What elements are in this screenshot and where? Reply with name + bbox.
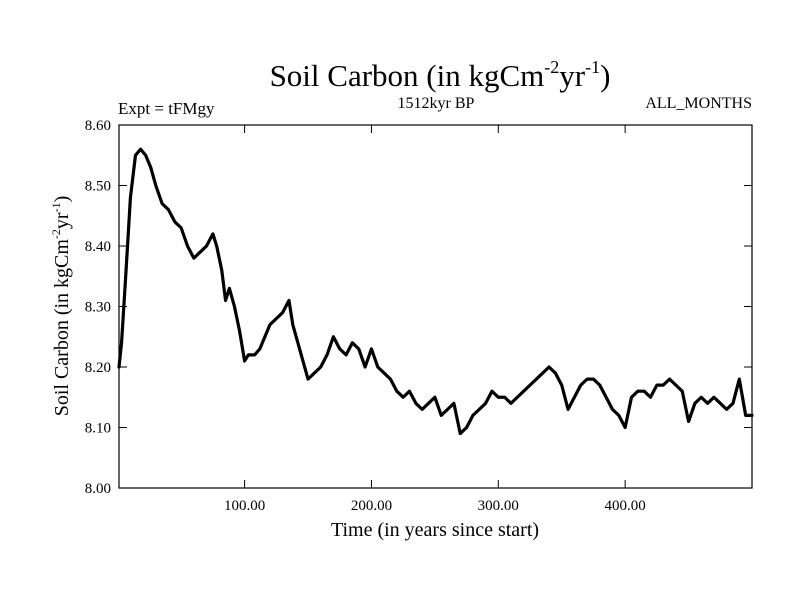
y-label-sup2: -1 bbox=[49, 202, 63, 212]
x-tick-label: 400.00 bbox=[605, 498, 646, 514]
y-tick-label: 8.50 bbox=[85, 179, 111, 195]
x-axis-label: Time (in years since start) bbox=[331, 519, 539, 541]
plot-frame bbox=[119, 125, 752, 488]
subtitle-left: Expt = tFMgy bbox=[118, 99, 215, 118]
y-axis-label: Soil Carbon (in kgCm-2yr-1) bbox=[49, 196, 73, 417]
y-axis-ticks: 8.00 8.10 8.20 8.30 8.40 8.50 8.60 bbox=[85, 118, 752, 497]
chart-container: Soil Carbon (in kgCm-2yr-1) Expt = tFMgy… bbox=[0, 0, 800, 600]
x-tick-label: 100.00 bbox=[224, 498, 265, 514]
y-tick-label: 8.40 bbox=[85, 239, 111, 255]
y-label-end: ) bbox=[51, 196, 73, 203]
y-label-mid: yr bbox=[51, 212, 73, 229]
x-tick-label: 300.00 bbox=[478, 498, 519, 514]
y-tick-label: 8.30 bbox=[85, 300, 111, 316]
soil-carbon-line bbox=[119, 149, 752, 433]
y-label-base: Soil Carbon (in kgCm bbox=[51, 239, 73, 417]
subtitle-right: ALL_MONTHS bbox=[645, 95, 752, 112]
y-tick-label: 8.20 bbox=[85, 360, 111, 376]
chart-title-base: Soil Carbon (in kgCm bbox=[270, 58, 545, 93]
y-tick-label: 8.10 bbox=[85, 421, 111, 437]
chart-title-sup2: -1 bbox=[585, 57, 600, 77]
chart-title-sup1: -2 bbox=[544, 57, 559, 77]
chart-title-mid: yr bbox=[559, 58, 586, 93]
y-tick-label: 8.60 bbox=[85, 118, 111, 134]
y-label-sup1: -2 bbox=[49, 229, 63, 239]
x-axis-ticks: 100.00 200.00 300.00 400.00 bbox=[224, 125, 646, 514]
y-tick-label: 8.00 bbox=[85, 481, 111, 497]
chart-title-end: ) bbox=[600, 58, 610, 93]
chart-title: Soil Carbon (in kgCm-2yr-1) bbox=[270, 57, 611, 93]
subtitle-center: 1512kyr BP bbox=[398, 95, 475, 112]
soil-carbon-chart: Soil Carbon (in kgCm-2yr-1) Expt = tFMgy… bbox=[0, 0, 800, 600]
x-tick-label: 200.00 bbox=[351, 498, 392, 514]
